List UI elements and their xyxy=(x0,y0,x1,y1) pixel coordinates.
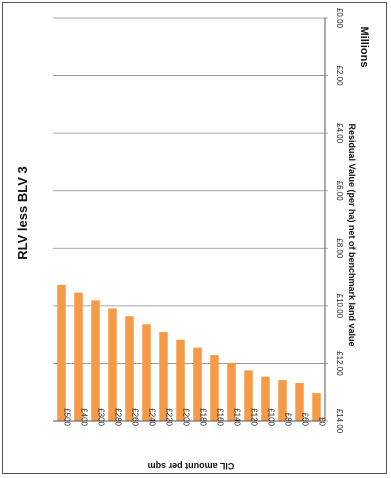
bar-gbp160 xyxy=(210,355,219,421)
value-tick-label: £0.00 xyxy=(335,8,344,29)
bar-gbp80 xyxy=(278,380,287,421)
value-tick-label: £6.00 xyxy=(335,181,344,202)
bar-gbp260 xyxy=(125,316,134,421)
category-tick-label: £140 xyxy=(233,408,242,426)
category-tick-label: £100 xyxy=(267,408,276,426)
value-tick-label: £10.00 xyxy=(335,294,344,319)
category-tick-label: £80 xyxy=(284,413,293,427)
category-tick-label: £180 xyxy=(199,408,208,426)
category-tick-label: £60 xyxy=(301,413,310,427)
category-tick-label: £0 xyxy=(318,417,327,426)
bar-gbp300 xyxy=(91,300,100,421)
value-tick-label: £12.00 xyxy=(335,351,344,376)
value-tick-label: £4.00 xyxy=(335,123,344,144)
bar-gbp60 xyxy=(295,383,304,421)
value-tick-label: £8.00 xyxy=(335,238,344,259)
category-tick-label: £220 xyxy=(165,408,174,426)
chart-frame: £0.00 £2.00 £4.00 £6.00 £8.00 £10.00 £12.00 £14… xyxy=(2,2,387,474)
bars xyxy=(57,284,321,421)
category-tick-label: £260 xyxy=(131,408,140,426)
bar-gbp140 xyxy=(227,362,236,421)
bar-gbp400 xyxy=(74,292,83,421)
category-tick-label: £200 xyxy=(182,408,191,426)
category-tick-label: £500 xyxy=(63,408,72,426)
bar-gbp280 xyxy=(108,308,117,421)
value-axis-label: Residual Value (per ha) net of benchmark… xyxy=(347,123,357,346)
bar-gbp180 xyxy=(193,347,202,421)
category-tick-label: £300 xyxy=(97,408,106,426)
value-axis-units: Millions xyxy=(358,27,370,68)
chart-title: RLV less BLV 3 xyxy=(15,166,30,259)
bar-chart: £0.00 £2.00 £4.00 £6.00 £8.00 £10.00 £12.00 £14… xyxy=(15,8,370,471)
category-tick-label: £120 xyxy=(250,408,259,426)
axes xyxy=(53,18,326,422)
bar-gbp240 xyxy=(142,324,151,421)
category-tick-labels: £500 £400 £300 £280 £260 £240 £220 £200 £180 £160… xyxy=(63,408,327,426)
bar-gbp500 xyxy=(57,284,66,421)
category-tick-label: £160 xyxy=(216,408,225,426)
bar-gbp100 xyxy=(261,376,270,421)
category-tick-label: £400 xyxy=(80,408,89,426)
bar-gbp200 xyxy=(176,339,185,421)
value-tick-label: £14.00 xyxy=(335,409,344,434)
category-tick-label: £240 xyxy=(148,408,157,426)
bar-gbp0 xyxy=(312,393,321,421)
bar-gbp220 xyxy=(159,332,168,421)
value-tick-label: £2.00 xyxy=(335,66,344,87)
bar-gbp120 xyxy=(244,370,253,421)
value-tick-labels: £0.00 £2.00 £4.00 £6.00 £8.00 £10.00 £12.00 £14… xyxy=(335,8,344,434)
category-axis-label: CIL amount per sqm xyxy=(148,461,235,471)
category-tick-label: £280 xyxy=(114,408,123,426)
